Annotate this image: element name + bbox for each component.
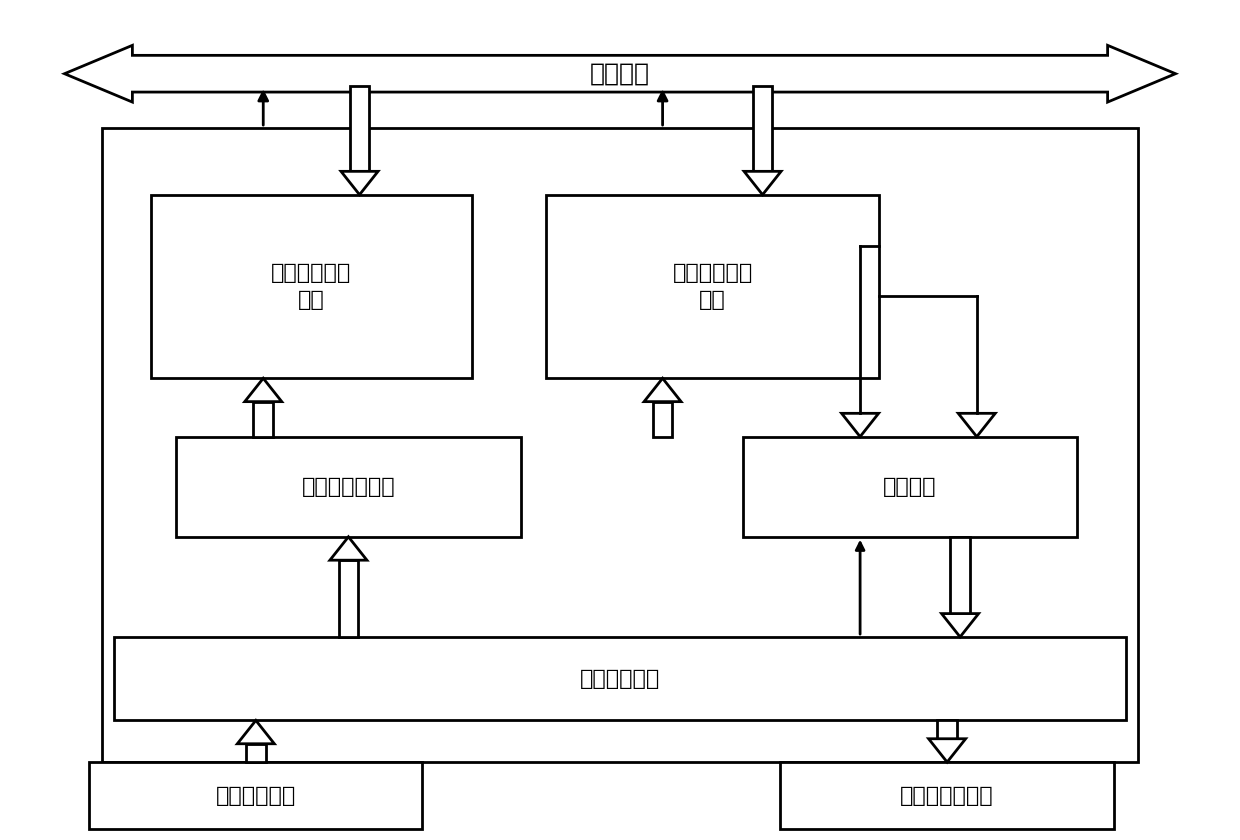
Polygon shape: [842, 413, 879, 437]
Text: 访存控制逻辑: 访存控制逻辑: [580, 669, 660, 689]
Bar: [753, 87, 773, 171]
Text: 系统总线: 系统总线: [590, 61, 650, 86]
Text: 数据选择: 数据选择: [883, 477, 937, 496]
Bar: [744, 437, 1076, 537]
Text: 并发访存状态机: 并发访存状态机: [301, 477, 396, 496]
Polygon shape: [64, 45, 1176, 102]
Polygon shape: [929, 738, 966, 762]
Bar: [937, 721, 957, 738]
Bar: [246, 743, 265, 762]
Polygon shape: [941, 613, 978, 637]
Bar: [114, 637, 1126, 721]
Bar: [176, 437, 521, 537]
Bar: [102, 128, 1138, 762]
Polygon shape: [341, 171, 378, 195]
Polygon shape: [244, 378, 281, 402]
Text: 重构配置信息: 重构配置信息: [216, 785, 296, 806]
Text: 外部存储访存
控制: 外部存储访存 控制: [672, 263, 753, 310]
Text: 内部存储访存
控制: 内部存储访存 控制: [272, 263, 351, 310]
Text: 矢量寄存器文件: 矢量寄存器文件: [900, 785, 994, 806]
Bar: [546, 195, 879, 378]
Bar: [652, 402, 672, 437]
Bar: [950, 537, 970, 613]
Bar: [339, 560, 358, 637]
Polygon shape: [237, 721, 274, 743]
Bar: [253, 402, 273, 437]
Bar: [350, 87, 370, 171]
Bar: [780, 762, 1114, 829]
Polygon shape: [644, 378, 681, 402]
Polygon shape: [330, 537, 367, 560]
Bar: [89, 762, 423, 829]
Polygon shape: [959, 413, 996, 437]
Bar: [151, 195, 472, 378]
Polygon shape: [744, 171, 781, 195]
